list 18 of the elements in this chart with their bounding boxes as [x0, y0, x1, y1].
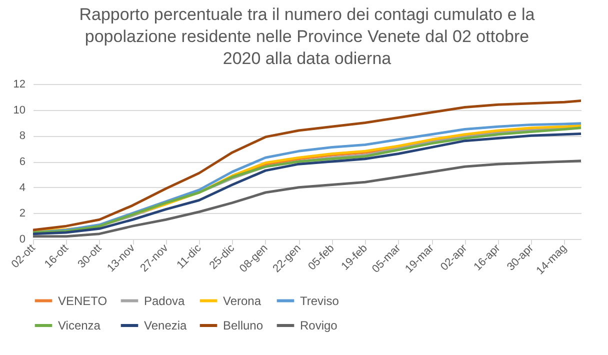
legend-label: Padova [144, 294, 186, 308]
y-tick-label: 10 [13, 104, 26, 116]
line-series [33, 160, 581, 238]
y-tick-label: 2 [19, 208, 26, 220]
legend-label: Verona [223, 294, 262, 308]
legend-label: Venezia [144, 318, 188, 332]
y-tick-label: 12 [13, 78, 26, 90]
legend-label: Vicenza [58, 318, 101, 332]
legend-label: Rovigo [300, 318, 338, 332]
line-series [33, 100, 581, 232]
y-tick-label: 4 [19, 182, 26, 194]
y-tick-label: 0 [19, 234, 26, 246]
legend-label: VENETO [58, 294, 108, 308]
y-tick-label: 8 [19, 130, 26, 142]
legend-label: Belluno [223, 318, 264, 332]
legend-label: Treviso [300, 294, 340, 308]
chart-title: Rapporto percentuale tra il numero dei contagi cumulato e la popolazione residente nelle Province Venete dal 02 ottobre 2020 alla data odierna [79, 5, 536, 68]
y-tick-label: 6 [19, 156, 26, 168]
